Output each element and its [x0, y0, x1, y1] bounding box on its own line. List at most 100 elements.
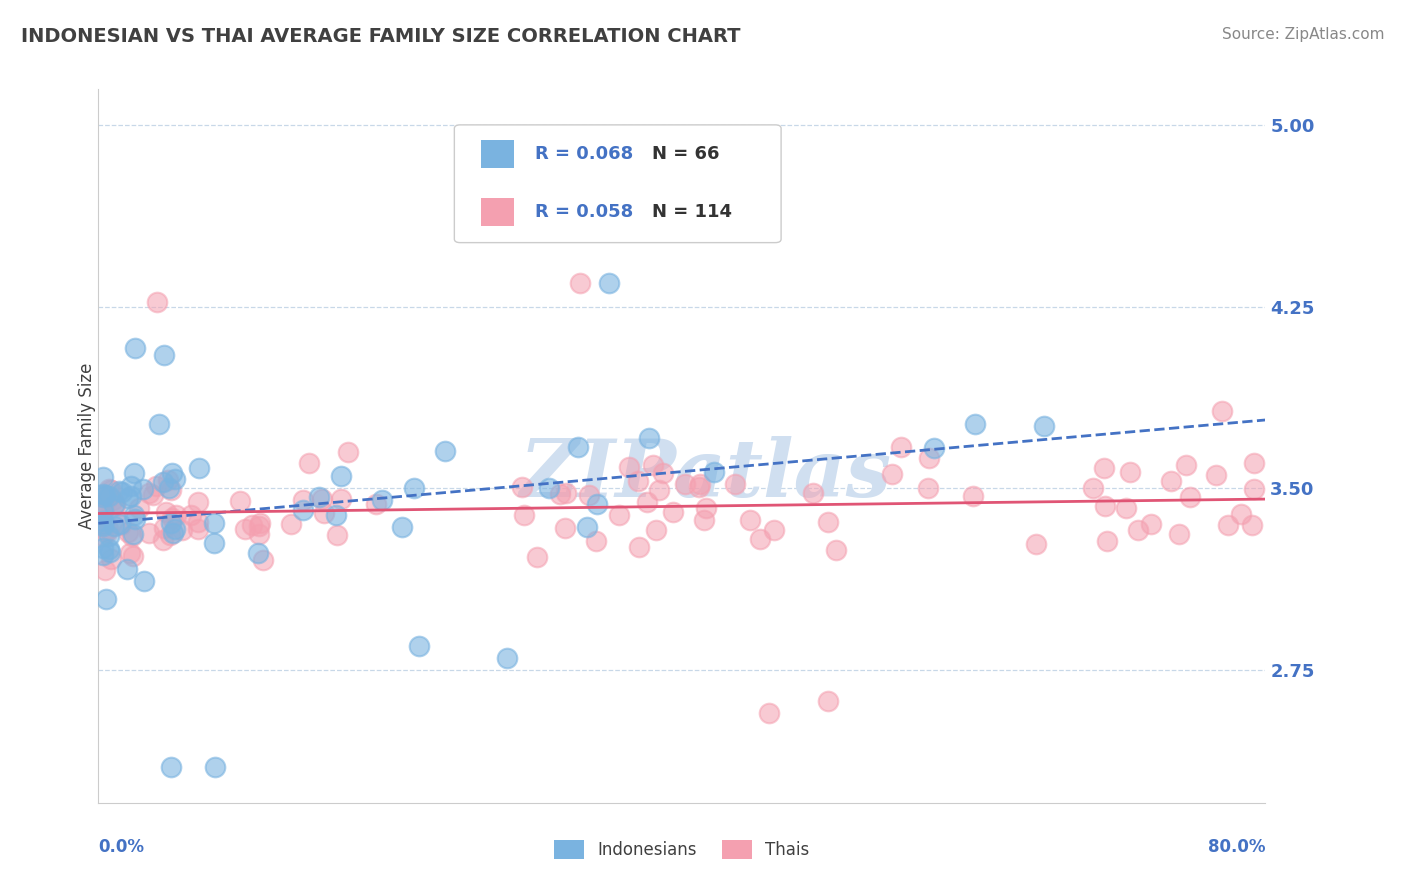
Point: [97, 542, 120, 557]
Point: [408, 639, 430, 653]
Point: [688, 480, 710, 494]
Point: [643, 458, 665, 473]
Point: [91, 502, 114, 516]
Point: [548, 487, 571, 501]
Point: [329, 469, 352, 483]
Point: [91, 470, 114, 484]
Point: [962, 489, 984, 503]
Point: [607, 508, 630, 523]
Point: [120, 479, 142, 493]
Point: [93, 497, 115, 511]
Point: [229, 494, 252, 508]
Point: [101, 492, 124, 507]
Point: [204, 759, 226, 773]
Point: [100, 552, 122, 566]
Point: [1092, 461, 1115, 475]
Point: [128, 500, 150, 515]
Point: [280, 516, 302, 531]
Point: [555, 486, 578, 500]
Point: [252, 553, 274, 567]
Point: [153, 521, 176, 535]
Point: [1218, 518, 1240, 533]
Point: [567, 440, 589, 454]
Point: [693, 513, 716, 527]
Point: [1167, 527, 1189, 541]
Point: [91, 503, 114, 517]
Point: [159, 516, 181, 530]
Point: [298, 456, 321, 470]
Point: [160, 466, 183, 480]
Point: [512, 508, 534, 522]
Point: [103, 519, 125, 533]
Point: [157, 473, 180, 487]
FancyBboxPatch shape: [481, 140, 513, 168]
Point: [160, 483, 183, 497]
Point: [103, 498, 125, 512]
Point: [165, 522, 187, 536]
Point: [165, 508, 187, 523]
Point: [1094, 499, 1116, 513]
Point: [187, 522, 209, 536]
Point: [98, 529, 121, 543]
Point: [1243, 456, 1265, 470]
Point: [170, 524, 193, 538]
Point: [890, 440, 912, 454]
Point: [159, 528, 181, 542]
Point: [152, 533, 174, 547]
Point: [163, 472, 186, 486]
Point: [537, 481, 560, 495]
Point: [110, 517, 132, 532]
Text: ZIPatlas: ZIPatlas: [519, 436, 891, 513]
Point: [575, 520, 598, 534]
Point: [152, 475, 174, 490]
Point: [673, 477, 696, 491]
Point: [325, 528, 347, 542]
Text: N = 66: N = 66: [651, 145, 718, 162]
Point: [97, 489, 120, 503]
Point: [138, 485, 160, 500]
Point: [1241, 517, 1264, 532]
Point: [117, 491, 139, 506]
Text: INDONESIAN VS THAI AVERAGE FAMILY SIZE CORRELATION CHART: INDONESIAN VS THAI AVERAGE FAMILY SIZE C…: [21, 27, 741, 45]
Point: [98, 545, 121, 559]
Point: [146, 295, 169, 310]
Point: [325, 508, 347, 522]
Point: [308, 490, 330, 504]
Point: [638, 431, 661, 445]
Point: [627, 541, 650, 555]
Point: [917, 450, 939, 465]
Point: [160, 510, 183, 524]
Point: [110, 517, 132, 532]
Point: [111, 484, 134, 499]
Point: [748, 533, 770, 547]
Point: [1205, 468, 1227, 483]
Point: [235, 522, 257, 536]
Point: [703, 465, 725, 479]
Point: [91, 529, 114, 543]
Point: [124, 341, 146, 355]
Point: [526, 550, 548, 565]
FancyBboxPatch shape: [454, 125, 782, 243]
Point: [825, 542, 848, 557]
Point: [91, 515, 114, 529]
Point: [1083, 481, 1105, 495]
Point: [1126, 523, 1149, 537]
Point: [695, 501, 717, 516]
Point: [329, 491, 352, 506]
Point: [91, 541, 114, 555]
Point: [94, 563, 117, 577]
Point: [145, 479, 167, 493]
Point: [157, 481, 180, 495]
Point: [118, 546, 141, 560]
Point: [636, 495, 658, 509]
Point: [598, 276, 620, 290]
Point: [496, 650, 519, 665]
Y-axis label: Average Family Size: Average Family Size: [79, 363, 96, 529]
Point: [148, 417, 170, 431]
Point: [138, 525, 160, 540]
Point: [153, 348, 176, 362]
Point: [122, 549, 145, 563]
Point: [922, 441, 945, 455]
Point: [433, 444, 456, 458]
Point: [132, 574, 155, 588]
